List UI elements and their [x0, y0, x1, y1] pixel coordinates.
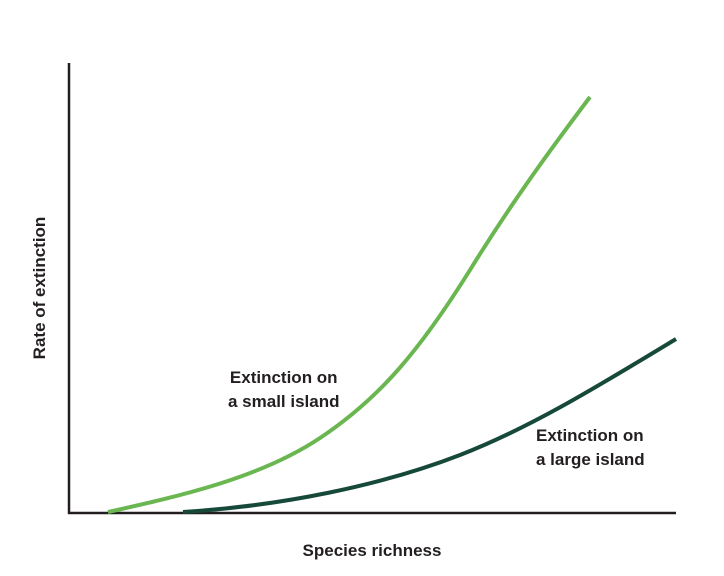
small-island-annotation: Extinction on a small island: [228, 366, 340, 414]
small-island-annotation-line1: Extinction on: [229, 368, 338, 387]
large-island-curve: [182, 337, 678, 514]
y-axis-label: Rate of extinction: [30, 216, 49, 360]
large-island-annotation-line2: a large island: [536, 450, 645, 469]
small-island-annotation-line2: a small island: [228, 392, 340, 411]
large-island-annotation: Extinction on a large island: [536, 424, 645, 472]
small-island-curve: [107, 95, 592, 514]
large-island-annotation-line1: Extinction on: [536, 426, 644, 445]
x-axis-label: Species richness: [302, 541, 442, 560]
